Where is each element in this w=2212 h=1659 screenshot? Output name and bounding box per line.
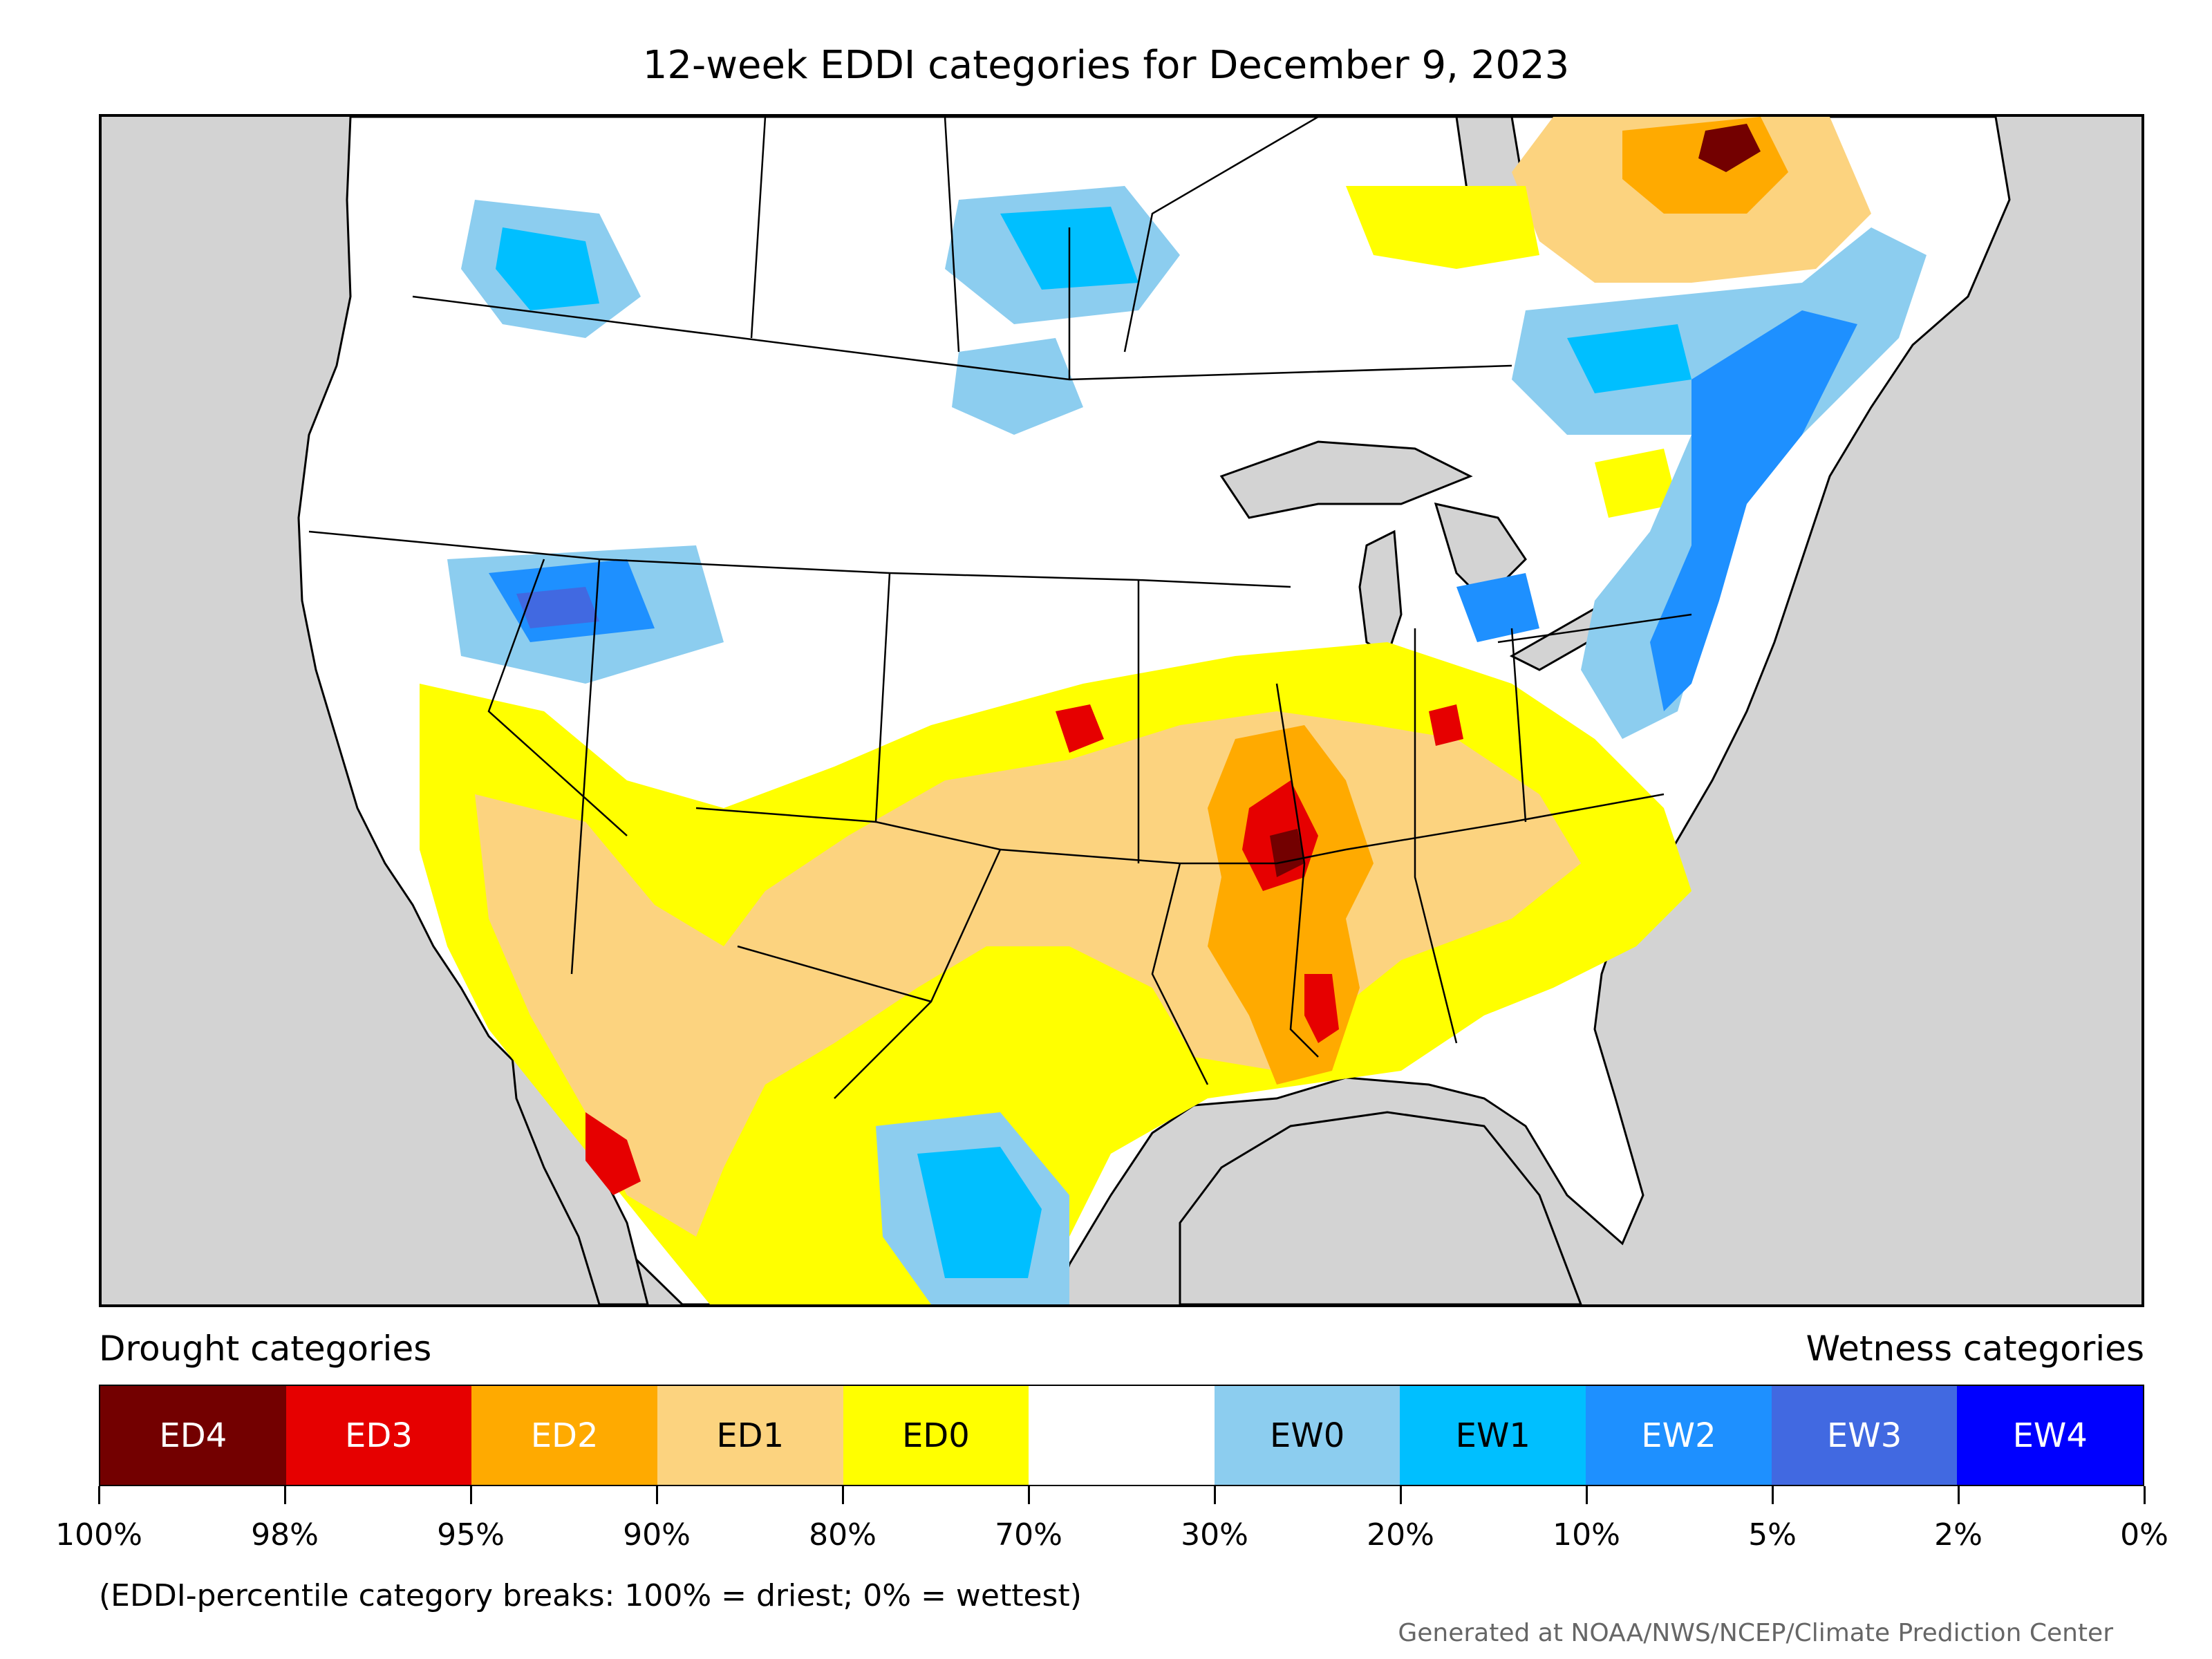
- colorbar-tick: [1214, 1486, 1216, 1504]
- colorbar-tick: [1772, 1486, 1774, 1504]
- colorbar-ticks: [98, 1486, 2146, 1507]
- colorbar-swatch: ED2: [471, 1386, 657, 1485]
- colorbar-swatch: ED3: [285, 1386, 472, 1485]
- political-boundaries: [308, 117, 1692, 1099]
- map-canvas: [102, 117, 2141, 1304]
- colorbar-tick: [2144, 1486, 2146, 1504]
- colorbar-swatch: ED0: [843, 1386, 1029, 1485]
- drought-categories-heading: Drought categories: [99, 1329, 432, 1369]
- wetness-categories-heading: Wetness categories: [1806, 1329, 2144, 1369]
- category-note: (EDDI-percentile category breaks: 100% =…: [99, 1578, 1082, 1613]
- colorbar-swatch: EW0: [1214, 1386, 1400, 1485]
- drought-areas: [420, 117, 1871, 1304]
- colorbar-tick-label: 20%: [1367, 1517, 1434, 1553]
- colorbar-tick-label: 30%: [1181, 1517, 1248, 1553]
- colorbar-tick-label: 90%: [623, 1517, 691, 1553]
- gulf-of-mexico: [1179, 1111, 1582, 1304]
- colorbar-swatch: EW2: [1586, 1386, 1772, 1485]
- lake-superior: [1219, 440, 1473, 519]
- colorbar-tick-label: 100%: [55, 1517, 142, 1553]
- colorbar-tick-label: 70%: [995, 1517, 1062, 1553]
- colorbar-tick: [656, 1486, 658, 1504]
- colorbar-swatch: EW1: [1400, 1386, 1586, 1485]
- colorbar-tick-label: 98%: [251, 1517, 319, 1553]
- colorbar-swatch: EW4: [1957, 1386, 2144, 1485]
- colorbar-tick-label: 95%: [437, 1517, 505, 1553]
- colorbar-swatch: ED4: [100, 1386, 286, 1485]
- credit-line: Generated at NOAA/NWS/NCEP/Climate Predi…: [1398, 1619, 2113, 1647]
- category-colorbar: ED4 ED3 ED2 ED1 ED0 EW0 EW1 EW2 EW3 EW4: [99, 1385, 2144, 1486]
- colorbar-swatch: EW3: [1771, 1386, 1958, 1485]
- colorbar-tick: [98, 1486, 100, 1504]
- colorbar-tick-label: 80%: [809, 1517, 877, 1553]
- colorbar-tick: [842, 1486, 844, 1504]
- colorbar-tick-label: 0%: [2120, 1517, 2168, 1553]
- colorbar-swatch: [1029, 1386, 1215, 1485]
- colorbar-tick: [1958, 1486, 1960, 1504]
- colorbar-tick: [1028, 1486, 1030, 1504]
- colorbar-swatch: ED1: [657, 1386, 843, 1485]
- colorbar-tick: [284, 1486, 286, 1504]
- colorbar-tick-label: 2%: [1934, 1517, 1983, 1553]
- colorbar-tick-label: 10%: [1553, 1517, 1620, 1553]
- eddi-map: [99, 114, 2144, 1307]
- map-title: 12-week EDDI categories for December 9, …: [642, 43, 1570, 88]
- colorbar-tick: [1586, 1486, 1588, 1504]
- colorbar-tick-label: 5%: [1748, 1517, 1797, 1553]
- colorbar-tick: [470, 1486, 472, 1504]
- wetness-areas: [447, 186, 1927, 1304]
- colorbar-tick: [1400, 1486, 1402, 1504]
